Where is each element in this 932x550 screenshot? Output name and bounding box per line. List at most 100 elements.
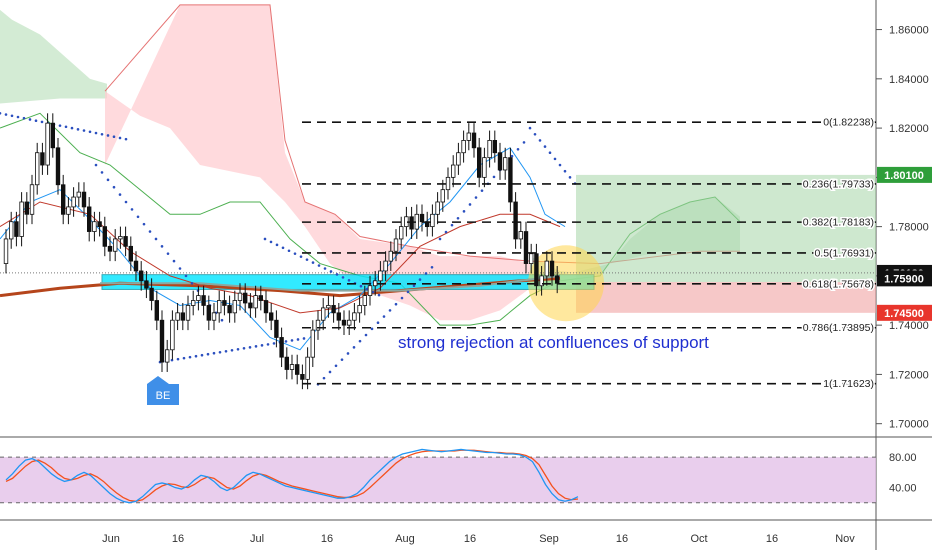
candle[interactable] <box>461 130 466 163</box>
candle[interactable] <box>487 130 492 168</box>
fib-level[interactable]: 0.5(1.76931) <box>302 246 876 261</box>
candle[interactable] <box>513 192 518 249</box>
fib-level[interactable]: 0.236(1.79733) <box>302 177 876 192</box>
candle[interactable] <box>128 236 133 271</box>
candle[interactable] <box>274 310 279 348</box>
candle[interactable] <box>35 142 40 195</box>
candle[interactable] <box>55 137 61 195</box>
candle[interactable] <box>331 295 336 323</box>
candle[interactable] <box>352 302 357 331</box>
candle[interactable] <box>466 123 471 151</box>
candle[interactable] <box>196 285 201 311</box>
candle[interactable] <box>242 283 248 313</box>
candle[interactable] <box>113 229 118 262</box>
candle[interactable] <box>393 229 399 262</box>
candle[interactable] <box>123 226 128 257</box>
candle[interactable] <box>227 295 232 323</box>
candle[interactable] <box>138 261 144 291</box>
candle[interactable] <box>378 261 383 291</box>
candle[interactable] <box>253 285 258 318</box>
candle[interactable] <box>81 182 87 217</box>
candle[interactable] <box>97 211 102 237</box>
candle[interactable] <box>471 123 477 158</box>
candle[interactable] <box>222 290 227 316</box>
candle[interactable] <box>258 285 263 311</box>
candle[interactable] <box>61 174 66 225</box>
candle[interactable] <box>398 216 404 249</box>
candle[interactable] <box>346 310 352 336</box>
candle[interactable] <box>289 354 295 380</box>
candle[interactable] <box>170 310 175 360</box>
candle[interactable] <box>357 295 362 323</box>
candle[interactable] <box>326 295 331 318</box>
candle[interactable] <box>40 142 45 175</box>
candle[interactable] <box>482 147 487 188</box>
candle[interactable] <box>502 147 508 180</box>
candle[interactable] <box>300 364 305 390</box>
candle[interactable] <box>29 174 35 225</box>
candle[interactable] <box>310 320 315 368</box>
candle[interactable] <box>144 270 149 299</box>
candle[interactable] <box>133 251 139 281</box>
candle[interactable] <box>341 310 347 336</box>
candle[interactable] <box>66 197 71 225</box>
candle[interactable] <box>92 211 97 242</box>
candle[interactable] <box>19 192 24 247</box>
fib-level[interactable]: 1(1.71623) <box>302 377 876 392</box>
candle[interactable] <box>320 298 326 331</box>
candle[interactable] <box>268 302 274 331</box>
candle[interactable] <box>430 204 435 237</box>
fibonacci-retracement[interactable]: 0(1.82238) 0.236(1.79733) 0.382(1.78183) 0.… <box>302 115 876 392</box>
fib-level[interactable]: 0(1.82238) <box>302 115 876 130</box>
candle[interactable] <box>497 142 503 180</box>
candle[interactable] <box>211 302 217 331</box>
be-badge[interactable]: BE <box>147 376 179 405</box>
candle[interactable] <box>336 302 341 331</box>
candle[interactable] <box>185 295 191 331</box>
candle[interactable] <box>3 229 9 274</box>
candle[interactable] <box>118 226 123 249</box>
candle[interactable] <box>305 347 310 390</box>
candle[interactable] <box>534 243 539 296</box>
candle[interactable] <box>549 251 555 286</box>
candle[interactable] <box>419 204 425 232</box>
fib-level[interactable]: 0.618(1.75678) <box>302 277 876 292</box>
candle[interactable] <box>248 293 253 318</box>
candle[interactable] <box>539 266 544 296</box>
candle[interactable] <box>456 142 461 175</box>
candle[interactable] <box>14 211 19 247</box>
candle[interactable] <box>102 216 107 257</box>
candle[interactable] <box>263 290 269 323</box>
candlestick-series[interactable] <box>3 113 560 390</box>
candle[interactable] <box>87 197 92 242</box>
candle[interactable] <box>367 275 373 306</box>
candle[interactable] <box>164 339 170 372</box>
candle[interactable] <box>71 187 76 217</box>
candle[interactable] <box>450 155 456 188</box>
candle[interactable] <box>424 211 430 237</box>
candle[interactable] <box>294 354 300 385</box>
candle[interactable] <box>206 295 211 331</box>
candle[interactable] <box>435 192 440 225</box>
candle[interactable] <box>232 290 237 323</box>
candle[interactable] <box>508 147 513 212</box>
candle[interactable] <box>107 236 113 262</box>
candle[interactable] <box>476 137 482 188</box>
candle[interactable] <box>50 113 55 158</box>
candle[interactable] <box>149 278 154 311</box>
candle[interactable] <box>216 290 222 323</box>
candle[interactable] <box>362 285 367 316</box>
candle[interactable] <box>383 251 388 281</box>
candle[interactable] <box>154 290 159 331</box>
candle[interactable] <box>190 290 196 316</box>
candle[interactable] <box>180 302 185 331</box>
candle[interactable] <box>445 167 451 200</box>
candle[interactable] <box>45 113 50 175</box>
candle[interactable] <box>388 241 393 271</box>
candle[interactable] <box>544 251 549 286</box>
candle[interactable] <box>518 221 523 249</box>
fib-level[interactable]: 0.786(1.73895) <box>302 321 876 336</box>
candle[interactable] <box>159 310 165 372</box>
candle[interactable] <box>523 221 529 274</box>
